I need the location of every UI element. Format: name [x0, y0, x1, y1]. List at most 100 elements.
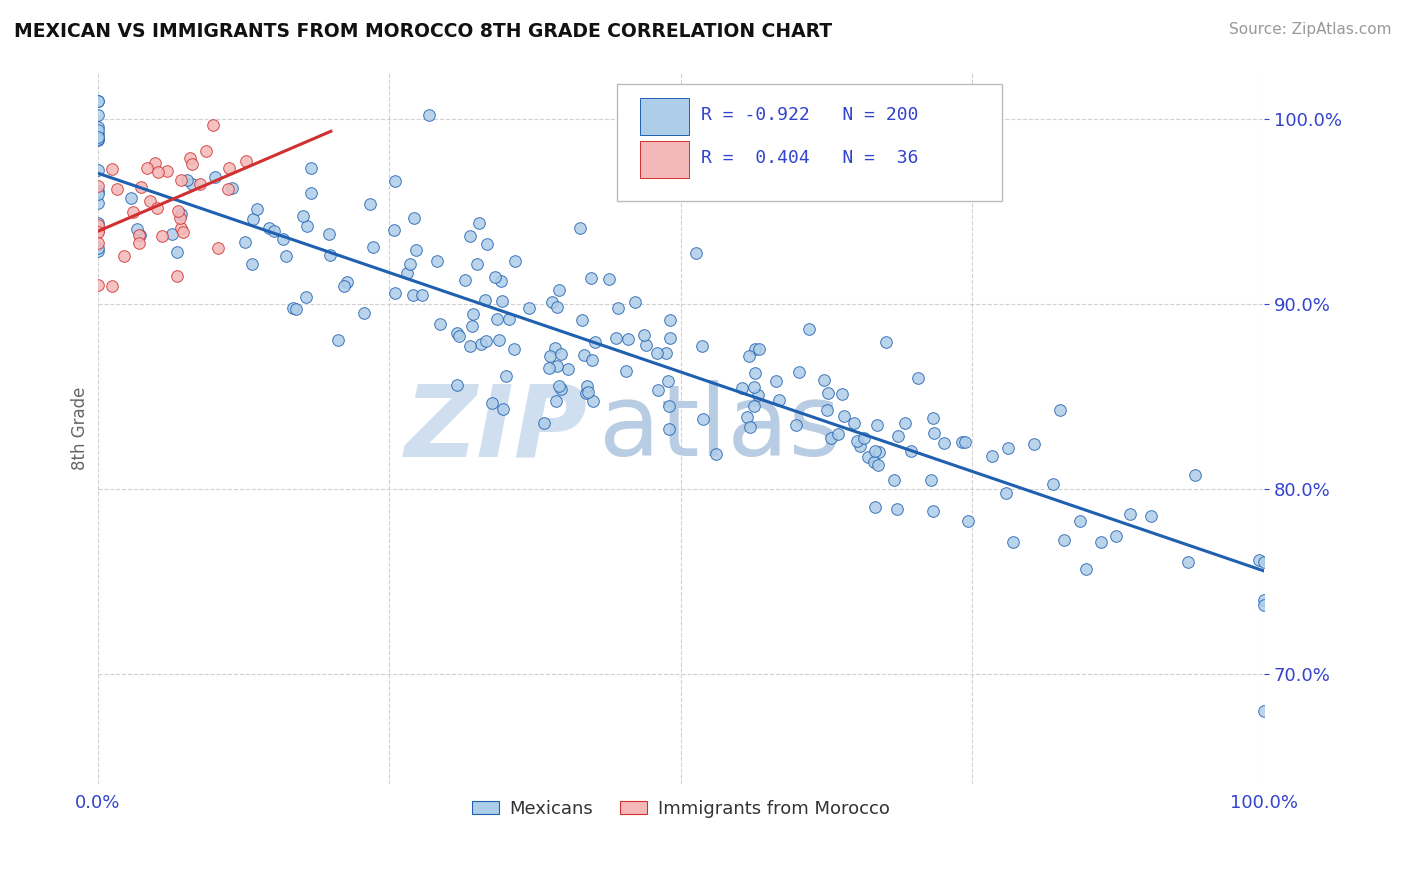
Point [336, 276, 359, 290]
Point [86, 244, 108, 258]
Point [505, 253, 527, 268]
Point [748, 342, 770, 356]
Point [575, 379, 598, 393]
Point [1247, 552, 1270, 566]
Point [112, 249, 135, 263]
Point [614, 364, 637, 378]
Point [875, 335, 897, 350]
Point [221, 181, 243, 195]
Point [207, 241, 229, 255]
Point [292, 209, 315, 223]
Point [491, 294, 513, 309]
Point [569, 220, 592, 235]
Point [179, 151, 201, 165]
Point [495, 369, 517, 384]
Point [498, 312, 520, 326]
Point [842, 416, 865, 430]
Point [359, 197, 381, 211]
Point [785, 417, 807, 432]
Point [319, 247, 342, 261]
Point [645, 345, 668, 359]
Point [138, 194, 160, 208]
Point [257, 220, 280, 235]
Point [1090, 534, 1112, 549]
Text: R =  0.404   N =  36: R = 0.404 N = 36 [700, 149, 918, 168]
Point [217, 182, 239, 196]
Point [463, 307, 485, 321]
Point [204, 169, 226, 184]
Y-axis label: 8th Grade: 8th Grade [72, 387, 89, 470]
Point [86, 216, 108, 230]
Point [1076, 562, 1098, 576]
Point [550, 382, 572, 396]
Point [856, 450, 879, 465]
Point [404, 211, 426, 226]
Point [866, 458, 889, 472]
Point [481, 396, 503, 410]
Point [488, 333, 510, 347]
Point [1140, 508, 1163, 523]
Point [470, 337, 492, 351]
Point [865, 418, 887, 433]
Point [633, 328, 655, 343]
Point [582, 393, 605, 408]
Point [744, 366, 766, 380]
Point [86, 178, 108, 193]
Point [426, 253, 449, 268]
Point [571, 312, 593, 326]
Point [768, 393, 790, 408]
Point [921, 504, 943, 518]
Point [817, 385, 839, 400]
Point [145, 201, 167, 215]
Point [86, 94, 108, 108]
Point [997, 441, 1019, 455]
Point [201, 119, 224, 133]
Point [692, 411, 714, 425]
Point [86, 132, 108, 146]
Point [617, 332, 640, 346]
Point [1119, 508, 1142, 522]
Point [86, 224, 108, 238]
Point [737, 349, 759, 363]
Point [657, 374, 679, 388]
Point [86, 235, 108, 250]
Point [575, 386, 598, 401]
FancyBboxPatch shape [640, 98, 689, 135]
Point [981, 449, 1004, 463]
Point [1001, 534, 1024, 549]
Point [893, 416, 915, 430]
Point [188, 178, 211, 192]
Point [172, 225, 194, 239]
Point [86, 241, 108, 255]
Point [166, 269, 188, 284]
Point [579, 271, 602, 285]
Point [399, 257, 422, 271]
Point [458, 338, 481, 352]
Point [655, 346, 678, 360]
Point [86, 120, 108, 134]
Text: atlas: atlas [599, 380, 841, 477]
Point [295, 219, 318, 233]
Point [86, 163, 108, 178]
Point [953, 435, 976, 450]
Point [167, 203, 190, 218]
Point [447, 328, 470, 343]
Point [395, 266, 418, 280]
Point [797, 322, 820, 336]
Point [418, 108, 440, 122]
Point [405, 243, 427, 257]
Point [658, 312, 681, 326]
Legend: Mexicans, Immigrants from Morocco: Mexicans, Immigrants from Morocco [464, 793, 897, 825]
Point [744, 342, 766, 356]
Point [503, 343, 526, 357]
Point [263, 224, 285, 238]
Point [246, 202, 269, 216]
Point [242, 211, 264, 226]
FancyBboxPatch shape [617, 84, 1001, 201]
Point [218, 161, 240, 175]
Point [86, 94, 108, 108]
Point [546, 300, 568, 314]
Point [240, 257, 263, 271]
Point [1253, 555, 1275, 569]
Point [411, 288, 433, 302]
